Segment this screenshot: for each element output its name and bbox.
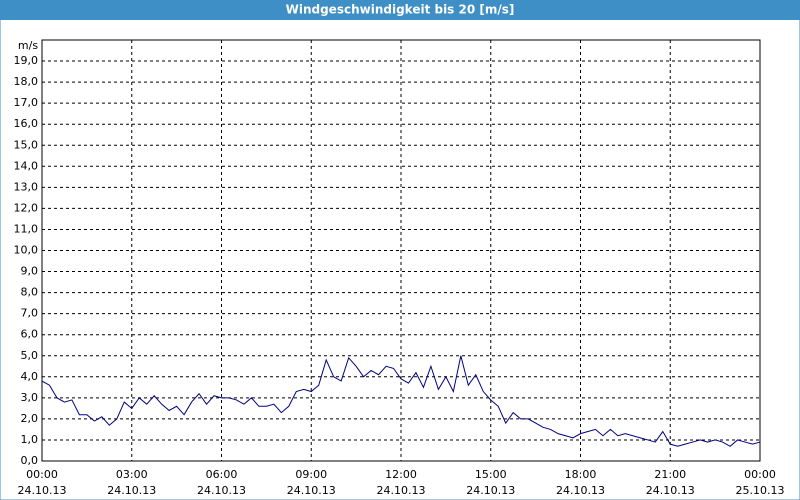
y-tick-label: 13,0 — [14, 180, 39, 193]
x-tick-date: 24.10.13 — [377, 484, 426, 497]
title-bar — [0, 0, 800, 20]
y-tick-label: 12,0 — [14, 201, 39, 214]
x-tick-date: 24.10.13 — [646, 484, 695, 497]
x-tick-date: 24.10.13 — [556, 484, 605, 497]
y-tick-label: 11,0 — [14, 222, 39, 235]
x-tick-label: 03:00 — [116, 468, 148, 481]
x-tick-label: 21:00 — [654, 468, 686, 481]
plot-frame — [41, 39, 761, 462]
x-tick-label: 06:00 — [206, 468, 238, 481]
y-tick-label: 14,0 — [14, 159, 39, 172]
y-tick-label: 16,0 — [14, 117, 39, 130]
y-tick-label: 18,0 — [14, 75, 39, 88]
x-tick-date: 24.10.13 — [197, 484, 246, 497]
y-tick-label: 4,0 — [21, 370, 39, 383]
y-tick-label: 9,0 — [21, 265, 39, 278]
x-tick-label: 00:00 — [744, 468, 776, 481]
chart-title: Windgeschwindigkeit bis 20 [m/s] — [286, 3, 515, 17]
y-tick-label: 17,0 — [14, 96, 39, 109]
y-tick-label: 10,0 — [14, 244, 39, 257]
y-tick-label: 0,0 — [21, 454, 39, 467]
x-tick-date: 24.10.13 — [287, 484, 336, 497]
y-tick-label: 3,0 — [21, 391, 39, 404]
x-tick-label: 12:00 — [385, 468, 417, 481]
y-tick-label: 15,0 — [14, 138, 39, 151]
y-tick-label: 5,0 — [21, 349, 39, 362]
x-tick-label: 00:00 — [26, 468, 58, 481]
x-tick-date: 24.10.13 — [466, 484, 515, 497]
y-tick-label: 6,0 — [21, 328, 39, 341]
y-axis-label: m/s — [18, 39, 38, 52]
x-tick-label: 18:00 — [565, 468, 597, 481]
y-tick-label: 7,0 — [21, 307, 39, 320]
x-tick-date: 24.10.13 — [18, 484, 67, 497]
x-tick-date: 24.10.13 — [107, 484, 156, 497]
y-tick-label: 2,0 — [21, 412, 39, 425]
data-line — [41, 355, 761, 447]
x-tick-label: 09:00 — [295, 468, 327, 481]
y-tick-label: 19,0 — [14, 54, 39, 67]
y-tick-label: 8,0 — [21, 286, 39, 299]
x-tick-label: 15:00 — [475, 468, 507, 481]
x-tick-date: 25.10.13 — [736, 484, 785, 497]
y-tick-label: 1,0 — [21, 433, 39, 446]
